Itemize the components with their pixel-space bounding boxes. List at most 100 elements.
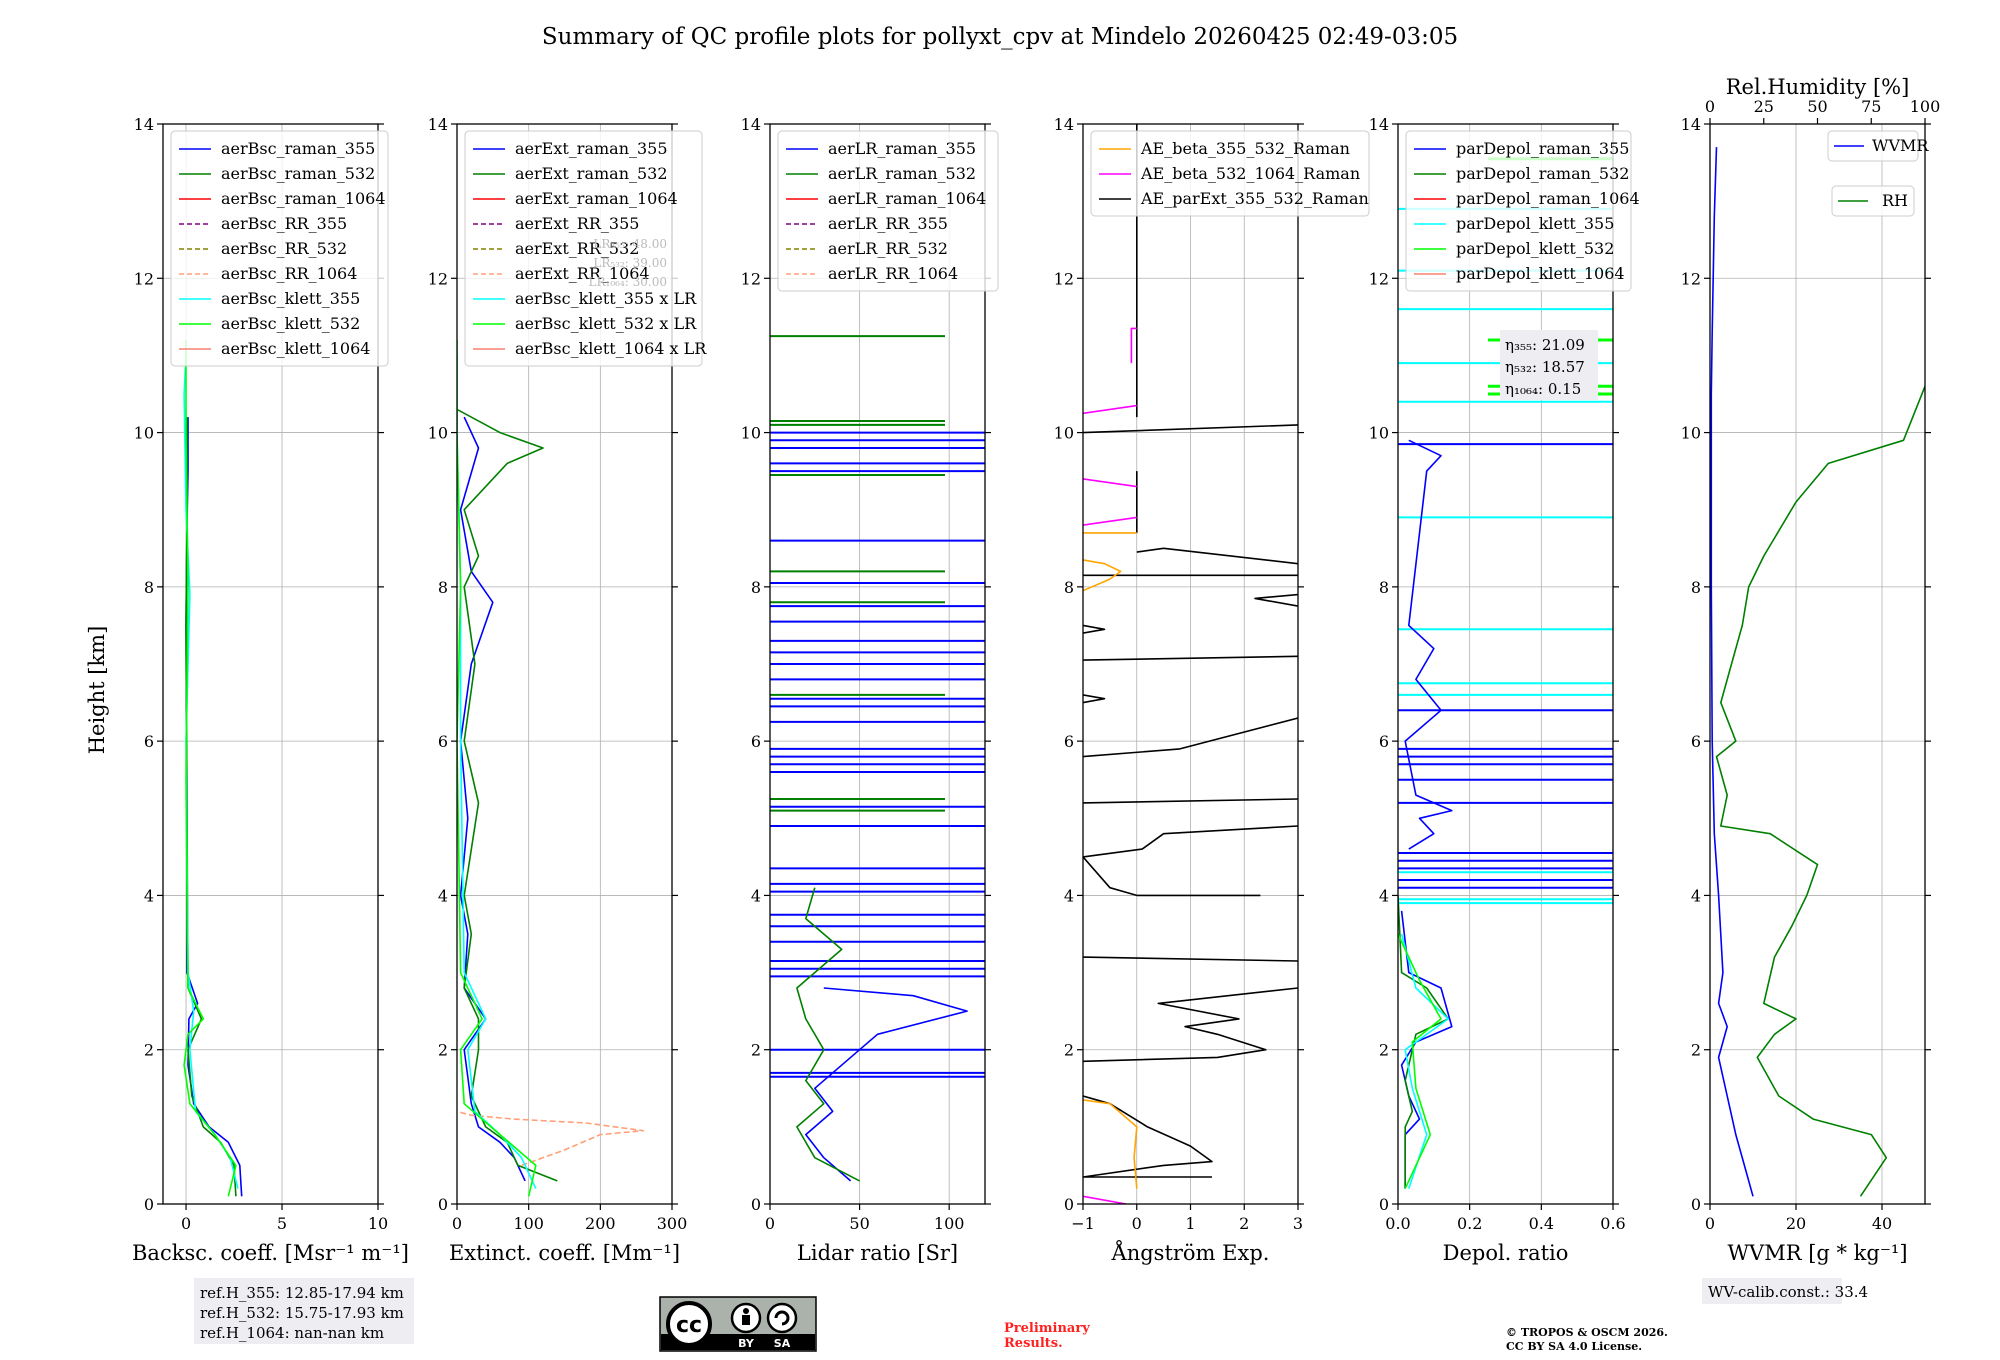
depol-y-tick-label: 2 — [1379, 1041, 1389, 1060]
wvmr-x-tick-label: 40 — [1872, 1214, 1892, 1233]
depol-legend-label: parDepol_klett_532 — [1456, 239, 1614, 258]
lidar_ratio-x-tick-label: 0 — [765, 1214, 775, 1233]
backscatter-x-tick-label: 10 — [368, 1214, 388, 1233]
depol-y-tick-label: 14 — [1369, 115, 1389, 134]
backscatter-legend-label: aerBsc_RR_1064 — [221, 264, 357, 283]
depol-eta-box — [1500, 330, 1598, 400]
lidar_ratio-series-aerlr-raman-532 — [796, 887, 860, 1182]
angstrom-series-ae-parext-355-532-raman — [1083, 717, 1298, 758]
angstrom-series-ae-beta-355-532-raman — [1083, 559, 1122, 592]
share-alike-icon — [766, 1302, 798, 1334]
cc-logo-text: cc — [676, 1313, 702, 1338]
lidar_ratio-y-tick-label: 6 — [751, 732, 761, 751]
backscatter-y-tick-label: 2 — [144, 1041, 154, 1060]
lidar_ratio-y-tick-label: 12 — [741, 269, 761, 288]
backscatter-legend-label: aerBsc_RR_355 — [221, 214, 347, 233]
extinction-y-tick-label: 12 — [428, 269, 448, 288]
depol-x-axis-label: Depol. ratio — [1443, 1241, 1569, 1265]
angstrom-series-ae-parext-355-532-raman — [1083, 655, 1298, 661]
angstrom-y-tick-label: 14 — [1054, 115, 1074, 134]
lidar_ratio-x-tick-label: 50 — [849, 1214, 869, 1233]
angstrom-y-tick-label: 0 — [1064, 1195, 1074, 1214]
chart-title: Summary of QC profile plots for pollyxt_… — [542, 24, 1458, 50]
angstrom-series-ae-parext-355-532-raman — [1083, 694, 1106, 704]
extinction-legend-label: aerExt_RR_355 — [515, 214, 639, 233]
preliminary-note-line2: Results. — [1004, 1336, 1063, 1351]
depol-x-tick-label: 0.2 — [1457, 1214, 1482, 1233]
backscatter-data — [183, 340, 243, 1197]
wvmr-top-tick-label: 25 — [1754, 97, 1774, 116]
depol-y-tick-label: 6 — [1379, 732, 1389, 751]
extinction-lr-note: LR₃₅₅: 48.00 — [593, 237, 667, 251]
depol-legend-box — [1405, 130, 1632, 292]
angstrom-series-ae-parext-355-532-raman — [1254, 593, 1298, 607]
extinction-legend-label: aerBsc_klett_355 x LR — [515, 289, 697, 308]
backscatter-y-tick-label: 12 — [134, 269, 154, 288]
wvmr-top-tick-label: 50 — [1807, 97, 1827, 116]
wvmr-y-tick-label: 14 — [1681, 115, 1701, 134]
backscatter-legend-label: aerBsc_klett_532 — [221, 314, 360, 333]
angstrom-y-tick-label: 10 — [1054, 424, 1074, 443]
backscatter-y-tick-label: 8 — [144, 578, 154, 597]
wvmr-y-tick-label: 4 — [1691, 886, 1701, 905]
preliminary-note-line1: Preliminary — [1004, 1321, 1090, 1336]
wvmr-y-tick-label: 12 — [1681, 269, 1701, 288]
extinction-data — [457, 340, 645, 1197]
wvmr-top-tick-label: 0 — [1705, 97, 1715, 116]
extinction-legend-label: aerBsc_klett_532 x LR — [515, 314, 697, 333]
backscatter-series-aerbsc-klett-532 — [183, 340, 237, 1197]
backscatter-y-tick-label: 10 — [134, 424, 154, 443]
ref-height-532: ref.H_532: 15.75-17.93 km — [200, 1304, 404, 1322]
extinction-x-tick-label: 100 — [513, 1214, 544, 1233]
extinction-legend-label: aerExt_raman_532 — [515, 164, 668, 183]
extinction-lr-note: LR₅₃₂: 39.00 — [593, 256, 667, 270]
lidar_ratio-y-tick-label: 8 — [751, 578, 761, 597]
lidar_ratio-legend-label: aerLR_raman_532 — [828, 164, 976, 183]
depol-eta-value: η₃₅₅: 21.09 — [1505, 336, 1585, 354]
extinction-legend-label: aerBsc_klett_1064 x LR — [515, 339, 707, 358]
wv-calibration-constant: WV-calib.const.: 33.4 — [1708, 1283, 1868, 1301]
lidar_ratio-legend-label: aerLR_raman_1064 — [828, 189, 986, 208]
angstrom-series-ae-parext-355-532-raman — [1083, 424, 1298, 434]
angstrom-series-ae-beta-532-1064-raman — [1130, 327, 1137, 364]
angstrom-series-ae-parext-355-532-raman — [1083, 987, 1298, 1063]
lidar_ratio-series-aerlr-raman-355 — [804, 987, 968, 1182]
cc-logo-icon — [666, 1301, 712, 1347]
depol-y-tick-label: 4 — [1379, 886, 1389, 905]
extinction-y-tick-label: 2 — [438, 1041, 448, 1060]
wvmr-legend-rh-label: RH — [1882, 191, 1908, 210]
angstrom-series-ae-parext-355-532-raman — [1136, 547, 1298, 565]
depol-legend-label: parDepol_klett_1064 — [1456, 264, 1625, 283]
backscatter-y-tick-label: 0 — [144, 1195, 154, 1214]
extinction-x-tick-label: 300 — [657, 1214, 688, 1233]
backscatter-y-tick-label: 6 — [144, 732, 154, 751]
extinction-y-tick-label: 8 — [438, 578, 448, 597]
extinction-y-tick-label: 0 — [438, 1195, 448, 1214]
backscatter-series-aerbsc-raman-532 — [185, 417, 237, 1197]
extinction-x-tick-label: 200 — [585, 1214, 616, 1233]
backscatter-x-tick-label: 0 — [181, 1214, 191, 1233]
backscatter-legend-label: aerBsc_raman_532 — [221, 164, 375, 183]
angstrom-x-tick-label: 3 — [1293, 1214, 1303, 1233]
lidar_ratio-legend-box — [777, 130, 999, 292]
cc-by-label: BY — [738, 1337, 755, 1350]
angstrom-series-ae-parext-355-532-raman — [1083, 956, 1298, 962]
lidar_ratio-x-axis-label: Lidar ratio [Sr] — [797, 1241, 958, 1265]
share-alike-icon-arc — [774, 1310, 790, 1326]
backscatter-legend-label: aerBsc_klett_1064 — [221, 339, 370, 358]
angstrom-series-ae-beta-532-1064-raman — [1083, 404, 1137, 415]
attribution-icon-body — [742, 1315, 750, 1325]
lidar_ratio-legend-label: aerLR_RR_1064 — [828, 264, 958, 283]
depol-legend-label: parDepol_klett_355 — [1456, 214, 1614, 233]
backscatter-y-tick-label: 4 — [144, 886, 154, 905]
ref-height-background — [194, 1278, 414, 1344]
lidar_ratio-y-tick-label: 14 — [741, 115, 761, 134]
extinction-legend-label: aerExt_RR_1064 — [515, 264, 650, 283]
depol-legend-label: parDepol_raman_1064 — [1456, 189, 1640, 208]
extinction-y-tick-label: 14 — [428, 115, 448, 134]
lidar_ratio-y-tick-label: 2 — [751, 1041, 761, 1060]
ref-height-1064: ref.H_1064: nan-nan km — [200, 1324, 384, 1342]
backscatter-legend-label: aerBsc_klett_355 — [221, 289, 360, 308]
wvmr-y-tick-label: 8 — [1691, 578, 1701, 597]
